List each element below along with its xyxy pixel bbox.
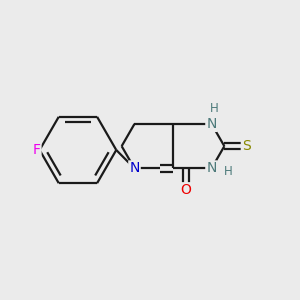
Text: N: N: [206, 161, 217, 176]
Text: N: N: [206, 117, 217, 131]
Text: F: F: [31, 143, 39, 157]
Text: F: F: [32, 143, 40, 157]
Text: H: H: [210, 102, 219, 115]
Text: S: S: [242, 139, 250, 153]
Text: H: H: [224, 165, 233, 178]
Text: O: O: [180, 183, 191, 197]
Text: N: N: [129, 161, 140, 176]
